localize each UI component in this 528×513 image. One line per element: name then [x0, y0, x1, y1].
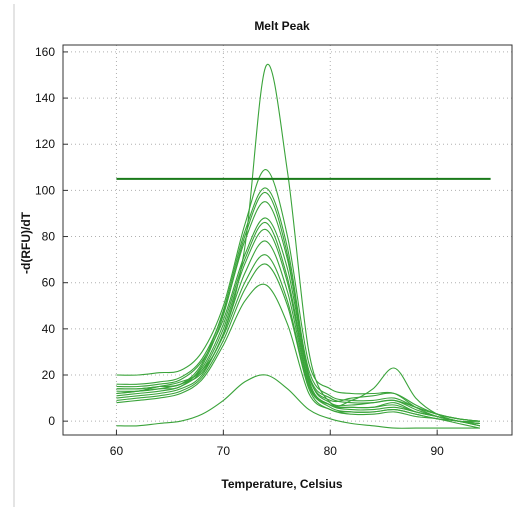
- y-tick-label: 120: [35, 137, 55, 151]
- chart-title: Melt Peak: [254, 19, 310, 33]
- y-tick-label: 40: [42, 322, 56, 336]
- y-tick-label: 140: [35, 91, 55, 105]
- x-tick-label: 60: [110, 444, 124, 458]
- melt-curve-1: [116, 63, 480, 425]
- y-tick-label: 160: [35, 45, 55, 59]
- y-axis-label: -d(RFU)/dT: [19, 211, 33, 274]
- melt-curve-10: [116, 283, 481, 429]
- x-tick-label: 70: [217, 444, 231, 458]
- plot-frame: [62, 44, 513, 436]
- x-axis-label: Temperature, Celsius: [221, 477, 342, 491]
- y-tick-label: 60: [42, 276, 56, 290]
- melt-curve-4: [116, 192, 481, 427]
- melt-curve-9: [116, 263, 481, 427]
- melt-curve-2: [116, 169, 480, 423]
- x-tick-label: 90: [430, 444, 444, 458]
- melt-curve-13: [116, 374, 480, 429]
- melt-curve-11: [116, 222, 480, 422]
- y-tick-label: 0: [48, 414, 55, 428]
- y-axis-ticks: 0 20 40 60 80 100 120 140 160: [35, 45, 68, 428]
- melt-curve-12: [116, 201, 480, 422]
- plot-area: [62, 44, 513, 436]
- grid-lines: [63, 45, 512, 435]
- y-tick-label: 80: [42, 230, 56, 244]
- y-tick-label: 100: [35, 183, 55, 197]
- x-tick-label: 80: [324, 444, 338, 458]
- y-tick-label: 20: [42, 368, 56, 382]
- melt-curves: [116, 63, 481, 429]
- x-axis-ticks: 60 70 80 90: [110, 430, 444, 458]
